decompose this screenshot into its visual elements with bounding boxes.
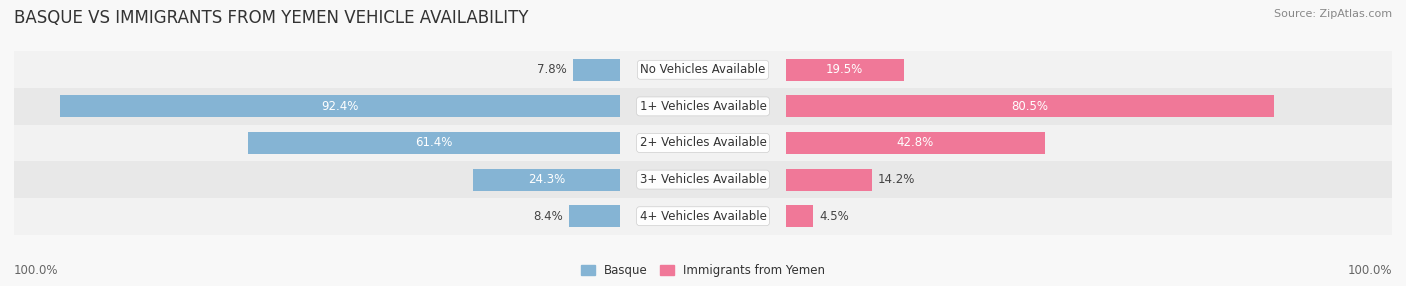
Bar <box>0 88 1406 125</box>
Bar <box>786 132 1045 154</box>
Bar <box>0 198 620 235</box>
Bar <box>180 125 1392 161</box>
Bar <box>180 88 1392 125</box>
Bar <box>0 51 1406 88</box>
Bar <box>569 205 620 227</box>
Text: 2+ Vehicles Available: 2+ Vehicles Available <box>640 136 766 150</box>
Text: 14.2%: 14.2% <box>877 173 915 186</box>
Text: 100.0%: 100.0% <box>14 265 59 277</box>
Text: Source: ZipAtlas.com: Source: ZipAtlas.com <box>1274 9 1392 19</box>
Text: 80.5%: 80.5% <box>1011 100 1049 113</box>
Bar <box>0 198 1406 235</box>
Text: No Vehicles Available: No Vehicles Available <box>640 63 766 76</box>
Text: 1+ Vehicles Available: 1+ Vehicles Available <box>640 100 766 113</box>
Bar <box>180 198 1392 235</box>
Text: BASQUE VS IMMIGRANTS FROM YEMEN VEHICLE AVAILABILITY: BASQUE VS IMMIGRANTS FROM YEMEN VEHICLE … <box>14 9 529 27</box>
Bar <box>786 96 1274 117</box>
Bar <box>180 161 1392 198</box>
Bar <box>786 59 904 81</box>
Bar <box>0 125 620 161</box>
Bar <box>786 205 813 227</box>
Bar <box>472 169 620 190</box>
Text: 19.5%: 19.5% <box>827 63 863 76</box>
Bar <box>786 169 872 190</box>
Bar <box>0 51 620 88</box>
Legend: Basque, Immigrants from Yemen: Basque, Immigrants from Yemen <box>581 264 825 277</box>
Bar <box>0 88 620 125</box>
Bar <box>574 59 620 81</box>
Text: 4+ Vehicles Available: 4+ Vehicles Available <box>640 210 766 223</box>
Bar <box>0 161 620 198</box>
Text: 61.4%: 61.4% <box>416 136 453 150</box>
Text: 92.4%: 92.4% <box>322 100 359 113</box>
Text: 42.8%: 42.8% <box>897 136 934 150</box>
Text: 100.0%: 100.0% <box>1347 265 1392 277</box>
Bar <box>60 96 620 117</box>
Bar <box>247 132 620 154</box>
Bar <box>0 125 1406 161</box>
Text: 24.3%: 24.3% <box>529 173 565 186</box>
Bar <box>0 161 1406 198</box>
Text: 3+ Vehicles Available: 3+ Vehicles Available <box>640 173 766 186</box>
Text: 7.8%: 7.8% <box>537 63 567 76</box>
Bar <box>180 51 1392 88</box>
Text: 8.4%: 8.4% <box>534 210 564 223</box>
Text: 4.5%: 4.5% <box>820 210 849 223</box>
